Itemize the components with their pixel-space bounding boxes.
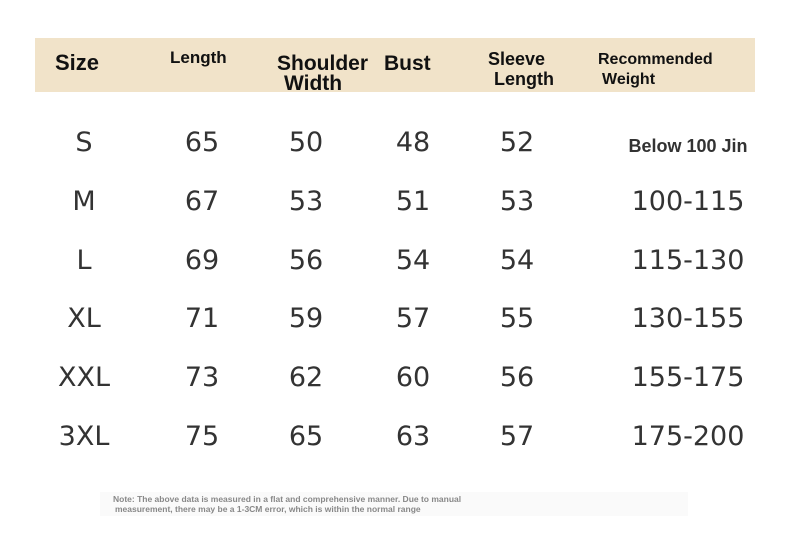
size-cell: M xyxy=(72,185,96,217)
value-cell: 55 xyxy=(499,303,535,335)
value-cell: 100-115 xyxy=(631,185,745,217)
value-cell: 62 xyxy=(288,362,324,394)
value-cell: 175-200 xyxy=(631,421,745,452)
header-band xyxy=(35,38,755,92)
column-header: Weight xyxy=(602,71,656,88)
value-cell: 75 xyxy=(184,421,220,452)
size-cell: S xyxy=(75,127,93,158)
value-cell: 56 xyxy=(288,244,324,276)
column-header: Recommended xyxy=(598,51,713,68)
value-cell: 52 xyxy=(499,127,535,158)
column-header: Bust xyxy=(384,52,431,75)
value-cell: 115-130 xyxy=(631,244,745,276)
column-header: Shoulder xyxy=(277,52,369,75)
value-cell: 51 xyxy=(395,185,431,217)
value-cell: 53 xyxy=(499,185,535,217)
value-cell: 54 xyxy=(499,244,535,276)
value-cell: 65 xyxy=(288,421,324,452)
value-cell: 65 xyxy=(184,127,220,158)
value-cell: 57 xyxy=(395,303,431,335)
column-header: Length xyxy=(170,48,227,67)
size-cell: L xyxy=(76,244,92,276)
value-cell: 71 xyxy=(184,303,220,335)
value-cell: 59 xyxy=(288,303,324,335)
value-cell: 155-175 xyxy=(631,362,745,394)
column-header: Size xyxy=(55,50,100,75)
value-cell: 69 xyxy=(184,244,220,276)
size-cell: 3XL xyxy=(58,421,110,452)
value-cell: 73 xyxy=(184,362,220,394)
value-cell: 67 xyxy=(184,185,220,217)
value-cell: Below 100 Jin xyxy=(628,136,748,156)
value-cell: 48 xyxy=(395,127,431,158)
note-text: measurement, there may be a 1-3CM error,… xyxy=(115,504,421,514)
column-header: Sleeve xyxy=(488,49,546,69)
value-cell: 57 xyxy=(499,421,535,452)
value-cell: 63 xyxy=(395,421,431,452)
note-box xyxy=(100,492,688,516)
value-cell: 53 xyxy=(288,185,324,217)
note-text: Note: The above data is measured in a fl… xyxy=(113,494,462,504)
value-cell: 60 xyxy=(395,362,431,394)
value-cell: 54 xyxy=(395,244,431,276)
value-cell: 130-155 xyxy=(631,303,745,335)
column-header: Length xyxy=(494,69,554,89)
column-header: Width xyxy=(284,72,343,95)
value-cell: 50 xyxy=(288,127,324,158)
value-cell: 56 xyxy=(499,362,535,394)
size-cell: XL xyxy=(67,303,101,335)
size-cell: XXL xyxy=(57,362,111,394)
